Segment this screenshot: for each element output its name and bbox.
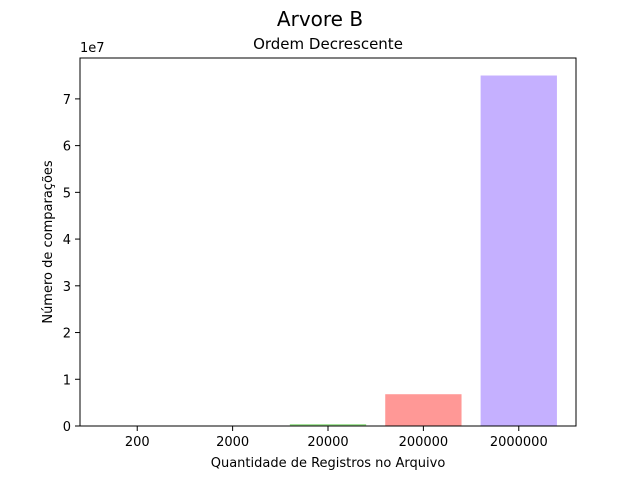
- y-tick-label: 3: [63, 280, 71, 295]
- y-tick-label: 0: [63, 420, 71, 435]
- x-axis-label: Quantidade de Registros no Arquivo: [211, 456, 446, 471]
- y-tick-label: 2: [63, 327, 71, 342]
- x-tick-label: 2000000: [490, 435, 548, 450]
- bar-20000: [289, 424, 367, 426]
- y-axis-label: Número de comparações: [41, 160, 56, 324]
- y-axis-ticks: 0 1 2 3 4 5 6 7: [63, 93, 80, 435]
- y-offset-label: 1e7: [80, 41, 105, 56]
- plot-frame: [79, 57, 577, 427]
- chart-title: Ordem Decrescente: [253, 35, 403, 53]
- y-tick-label: 1: [63, 373, 71, 388]
- x-tick-label: 200000: [399, 435, 449, 450]
- y-tick-label: 6: [63, 140, 71, 155]
- y-tick-label: 4: [63, 233, 71, 248]
- x-tick-label: 200: [125, 435, 150, 450]
- bar-2000000: [480, 75, 557, 427]
- x-axis-ticks: 200 2000 20000 200000 2000000: [125, 426, 548, 450]
- x-tick-label: 20000: [307, 435, 348, 450]
- bars-group: [194, 75, 557, 427]
- y-tick-label: 7: [63, 93, 71, 108]
- x-tick-label: 2000: [216, 435, 249, 450]
- y-tick-label: 5: [63, 186, 71, 201]
- bar-200000: [385, 394, 462, 426]
- chart-suptitle: Arvore B: [277, 7, 363, 31]
